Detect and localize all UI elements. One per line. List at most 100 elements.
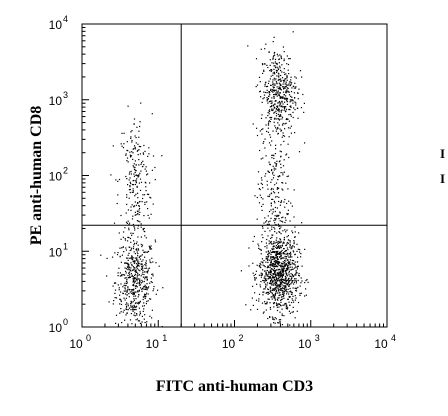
event-dot [268, 120, 270, 122]
event-dot [285, 92, 287, 94]
event-dot [151, 273, 153, 275]
event-dot [269, 286, 271, 288]
event-dot [272, 273, 274, 275]
event-dot [148, 245, 150, 247]
event-dot [145, 292, 148, 294]
event-dot [267, 274, 269, 276]
event-dot [135, 179, 137, 181]
event-dot [151, 317, 153, 319]
event-dot [268, 271, 270, 273]
event-dot [259, 90, 261, 92]
event-dot [286, 229, 288, 231]
event-dot [285, 253, 287, 255]
event-dot [281, 116, 284, 118]
event-dot [292, 85, 294, 87]
event-dot [132, 289, 135, 291]
event-dot [278, 322, 280, 324]
event-dot [150, 262, 152, 264]
event-dot [133, 148, 135, 150]
event-dot [275, 277, 277, 279]
event-dot [280, 304, 282, 307]
event-dot [265, 251, 267, 253]
event-dot [145, 263, 147, 265]
event-dot [265, 274, 267, 276]
event-dot [290, 125, 292, 127]
event-dot [284, 73, 286, 76]
event-dot [133, 291, 135, 293]
event-dot [278, 273, 280, 275]
event-dot [284, 80, 286, 82]
event-dot [274, 294, 276, 296]
event-dot [278, 292, 280, 294]
event-dot [279, 286, 281, 288]
event-dot [273, 258, 275, 260]
event-dot [140, 255, 142, 257]
event-dot [277, 106, 279, 108]
event-dot [260, 177, 263, 179]
event-dot [304, 142, 306, 144]
plot-frame [81, 23, 388, 328]
event-dot [139, 153, 141, 155]
event-dot [140, 223, 142, 225]
event-dot [274, 264, 276, 266]
event-dot [280, 282, 282, 284]
event-dot [137, 296, 139, 298]
event-dot [268, 80, 270, 82]
event-dot [276, 257, 278, 259]
event-dot [294, 236, 296, 238]
event-dot [264, 280, 266, 282]
event-dot [136, 265, 138, 267]
event-dot [268, 110, 270, 112]
event-dot [269, 194, 271, 196]
event-dot [115, 322, 117, 324]
tick-labels: 10 0 10 1 10 2 10 3 10 410 010 110 210 310 4 [49, 14, 396, 351]
event-dot [289, 304, 291, 306]
event-dot [276, 292, 278, 294]
event-dot [262, 98, 264, 100]
event-dot [149, 261, 151, 263]
event-dot [271, 284, 273, 286]
event-dot [264, 301, 266, 303]
event-dot [283, 273, 285, 275]
event-dot [291, 87, 293, 89]
event-dot [285, 256, 287, 258]
event-dot [286, 202, 288, 205]
x-tick-label: 10 [374, 337, 388, 351]
event-dot [130, 270, 132, 272]
event-dot [267, 115, 269, 117]
event-dot [280, 268, 283, 270]
event-dot [285, 258, 287, 260]
event-dot [119, 312, 121, 314]
event-dot [303, 102, 305, 104]
event-dot [276, 82, 278, 84]
event-dot [139, 121, 141, 123]
event-dot [135, 164, 137, 166]
event-dot [279, 246, 281, 248]
event-dot [136, 210, 138, 212]
event-dot [282, 216, 284, 218]
event-dot [270, 253, 272, 256]
event-dot [279, 274, 281, 276]
event-dot [125, 268, 128, 270]
event-dot [143, 308, 145, 310]
event-dot [267, 293, 269, 295]
event-dot [278, 271, 280, 273]
event-dot [287, 291, 289, 293]
event-dot [132, 248, 135, 250]
event-dot [276, 309, 279, 312]
event-dot [287, 265, 289, 267]
event-dot [288, 239, 290, 241]
event-dot [276, 277, 278, 280]
event-dot [269, 109, 271, 111]
event-dot [137, 192, 139, 194]
event-dot [277, 68, 280, 71]
event-dot [275, 257, 277, 259]
event-dot [274, 317, 276, 319]
event-dot [294, 226, 296, 228]
event-dot [260, 264, 262, 266]
event-dot [267, 188, 269, 190]
event-dot [136, 150, 138, 152]
event-dot [298, 274, 300, 276]
event-dot [273, 302, 275, 304]
event-dot [128, 271, 131, 273]
